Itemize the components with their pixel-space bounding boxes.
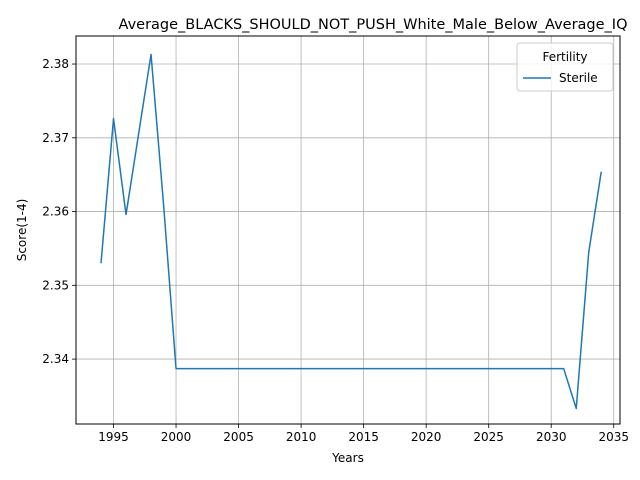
x-tick-label: 2030 bbox=[536, 430, 567, 444]
plot-area-frame bbox=[75, 35, 621, 425]
legend-label-sterile: Sterile bbox=[559, 71, 598, 85]
y-tick-label: 2.35 bbox=[42, 278, 69, 292]
x-tick-label: 2015 bbox=[348, 430, 379, 444]
x-tick-label: 2020 bbox=[411, 430, 442, 444]
legend: Fertility Sterile bbox=[516, 42, 614, 92]
x-tick-label: 2000 bbox=[161, 430, 192, 444]
x-tick-label: 2025 bbox=[473, 430, 504, 444]
x-tick-label: 1995 bbox=[98, 430, 129, 444]
y-tick-label: 2.37 bbox=[42, 131, 69, 145]
series-layer bbox=[100, 53, 602, 410]
y-axis-label: Score(1-4) bbox=[15, 199, 29, 262]
axis-ticks: 1995 2000 2005 2010 2015 2020 2025 2030 2035 2.34… bbox=[42, 57, 629, 444]
chart-title: Average_BLACKS_SHOULD_NOT_PUSH_White_Mal… bbox=[119, 17, 628, 33]
y-tick-label: 2.38 bbox=[42, 57, 69, 71]
legend-box bbox=[516, 42, 614, 92]
y-tick-label: 2.34 bbox=[42, 352, 69, 366]
series-line-sterile bbox=[100, 53, 602, 410]
legend-title: Fertility bbox=[542, 50, 587, 64]
x-tick-label: 2010 bbox=[286, 430, 317, 444]
x-tick-label: 2035 bbox=[598, 430, 629, 444]
x-axis-label: Years bbox=[331, 451, 364, 465]
x-tick-label: 2005 bbox=[223, 430, 254, 444]
y-tick-label: 2.36 bbox=[42, 205, 69, 219]
grid bbox=[76, 36, 620, 424]
